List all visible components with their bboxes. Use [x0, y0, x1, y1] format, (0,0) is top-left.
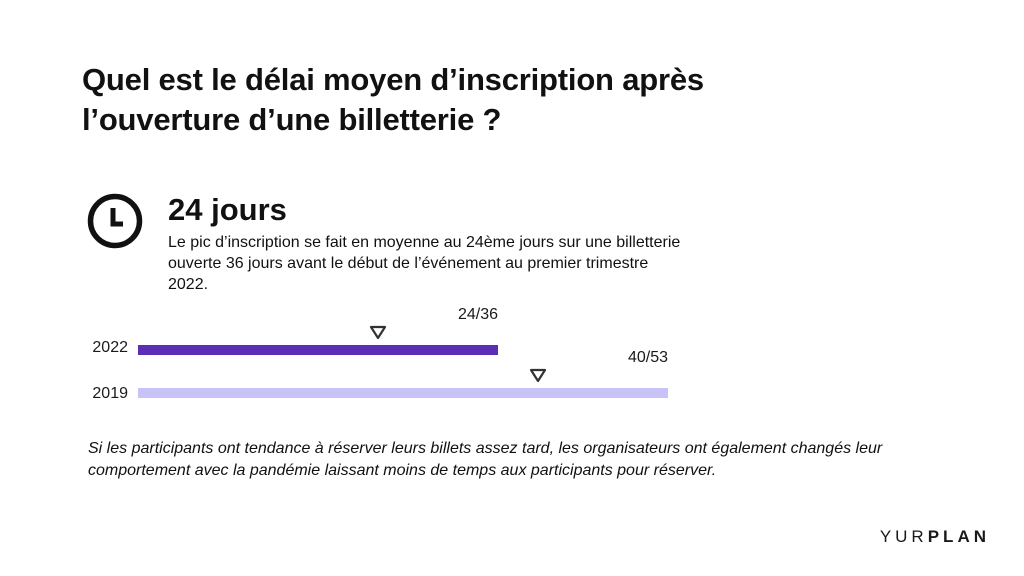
category-label-2022: 2022: [92, 339, 128, 356]
clock-icon: [87, 193, 143, 249]
data-label-2022: 24/36: [458, 306, 498, 323]
category-label-2019: 2019: [92, 385, 128, 402]
bar-2022: [138, 345, 498, 355]
brand-logo-bold: PLAN: [927, 527, 990, 546]
brand-logo: YURPLAN: [880, 527, 990, 547]
stat-value: 24 jours: [168, 192, 287, 227]
timeline-chart: 2022 24/36 2019 40/53: [92, 306, 668, 402]
brand-logo-light: YUR: [879, 527, 928, 546]
data-label-2019: 40/53: [628, 349, 668, 366]
footnote: Si les participants ont tendance à réser…: [88, 440, 883, 479]
peak-marker-2019: [529, 368, 547, 383]
bar-2019: [138, 388, 668, 398]
page-title: Quel est le délai moyen d’inscription ap…: [82, 62, 704, 137]
stat-description: Le pic d’inscription se fait en moyenne …: [168, 234, 681, 293]
peak-marker-2022: [369, 325, 387, 340]
